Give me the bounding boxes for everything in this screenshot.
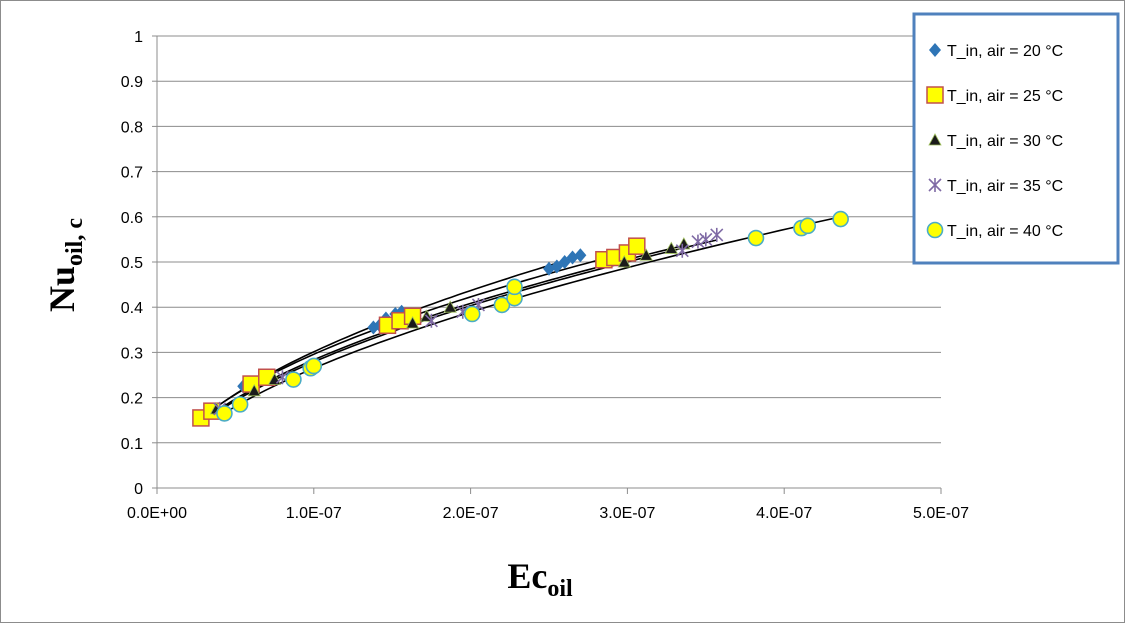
trend-lines	[200, 216, 841, 420]
star-point	[675, 243, 689, 258]
triangle-point	[405, 316, 420, 329]
y-tick-label: 0	[134, 481, 143, 498]
trend-line	[216, 244, 684, 412]
circle-point	[747, 229, 765, 247]
y-tick-label: 0.9	[121, 74, 143, 91]
y-tick-label: 0.1	[121, 436, 143, 453]
triangle-point	[443, 300, 457, 313]
y-tick-label: 0.6	[121, 210, 143, 227]
circle-point	[832, 210, 849, 228]
axes	[152, 35, 942, 494]
circle-point	[493, 296, 511, 314]
circle-point	[305, 357, 323, 375]
legend-square-marker	[926, 86, 944, 104]
diamond-point	[574, 248, 587, 263]
x-tick-label: 4.0E-07	[756, 505, 812, 522]
triangle-point	[617, 255, 631, 268]
circle-point	[216, 405, 233, 422]
x-tick-label: 3.0E-07	[599, 505, 655, 522]
triangle-point	[639, 248, 653, 261]
star-point	[699, 232, 713, 247]
legend-star-marker	[928, 178, 942, 192]
diamond-point	[566, 250, 579, 265]
legend-label: T_in, air = 35 °C	[947, 178, 1063, 195]
legend-entry: T_in, air = 30 °C	[928, 133, 1063, 150]
trend-line	[223, 216, 841, 414]
y-axis-title: Nuoil, c	[42, 218, 88, 312]
triangle-point	[247, 383, 261, 397]
circle-point	[285, 371, 302, 388]
circle-point	[231, 396, 249, 413]
x-tick-label: 5.0E-07	[913, 505, 969, 522]
circle-point	[463, 305, 481, 323]
legend: T_in, air = 20 °C T_in, air = 25 °C T_in, …	[912, 12, 1120, 265]
legend-label: T_in, air = 30 °C	[947, 133, 1063, 150]
triangle-point	[664, 241, 678, 254]
star-point	[710, 227, 724, 242]
legend-label: T_in, air = 25 °C	[947, 88, 1063, 105]
y-tick-label: 0.5	[121, 255, 143, 272]
y-tick-label: 0.7	[121, 165, 143, 182]
y-tick-label: 1	[134, 29, 143, 46]
x-tick-label: 2.0E-07	[443, 505, 499, 522]
x-tick-label: 0.0E+00	[127, 505, 187, 522]
data-points	[192, 210, 849, 427]
legend-entry: T_in, air = 40 °C	[926, 221, 1063, 240]
square-point	[628, 237, 646, 255]
x-axis-title: Ecoil	[507, 556, 573, 602]
legend-entry: T_in, air = 20 °C	[929, 43, 1063, 60]
star-point	[691, 234, 705, 249]
gridlines	[157, 35, 941, 444]
legend-label: T_in, air = 20 °C	[947, 43, 1063, 60]
legend-label: T_in, air = 40 °C	[947, 223, 1063, 240]
tick-labels: 0 0.1 0.2 0.3 0.4 0.5 0.6 0.7 0.8 0.9 1 0.0E+00 1.0E…	[121, 29, 969, 522]
legend-box	[912, 12, 1120, 265]
legend-entry: T_in, air = 35 °C	[928, 178, 1063, 195]
series-5-points	[216, 210, 849, 422]
legend-triangle-marker	[928, 133, 942, 146]
y-tick-label: 0.4	[121, 300, 143, 317]
y-tick-label: 0.2	[121, 391, 143, 408]
legend-diamond-marker	[929, 43, 941, 57]
y-tick-label: 0.3	[121, 345, 143, 362]
y-tick-label: 0.8	[121, 119, 143, 136]
legend-circle-marker	[926, 221, 944, 239]
legend-entry: T_in, air = 25 °C	[926, 86, 1063, 105]
star-point	[424, 313, 438, 328]
trend-line	[200, 249, 638, 420]
circle-point	[799, 217, 817, 235]
x-tick-label: 1.0E-07	[286, 505, 342, 522]
circle-point	[506, 278, 523, 296]
